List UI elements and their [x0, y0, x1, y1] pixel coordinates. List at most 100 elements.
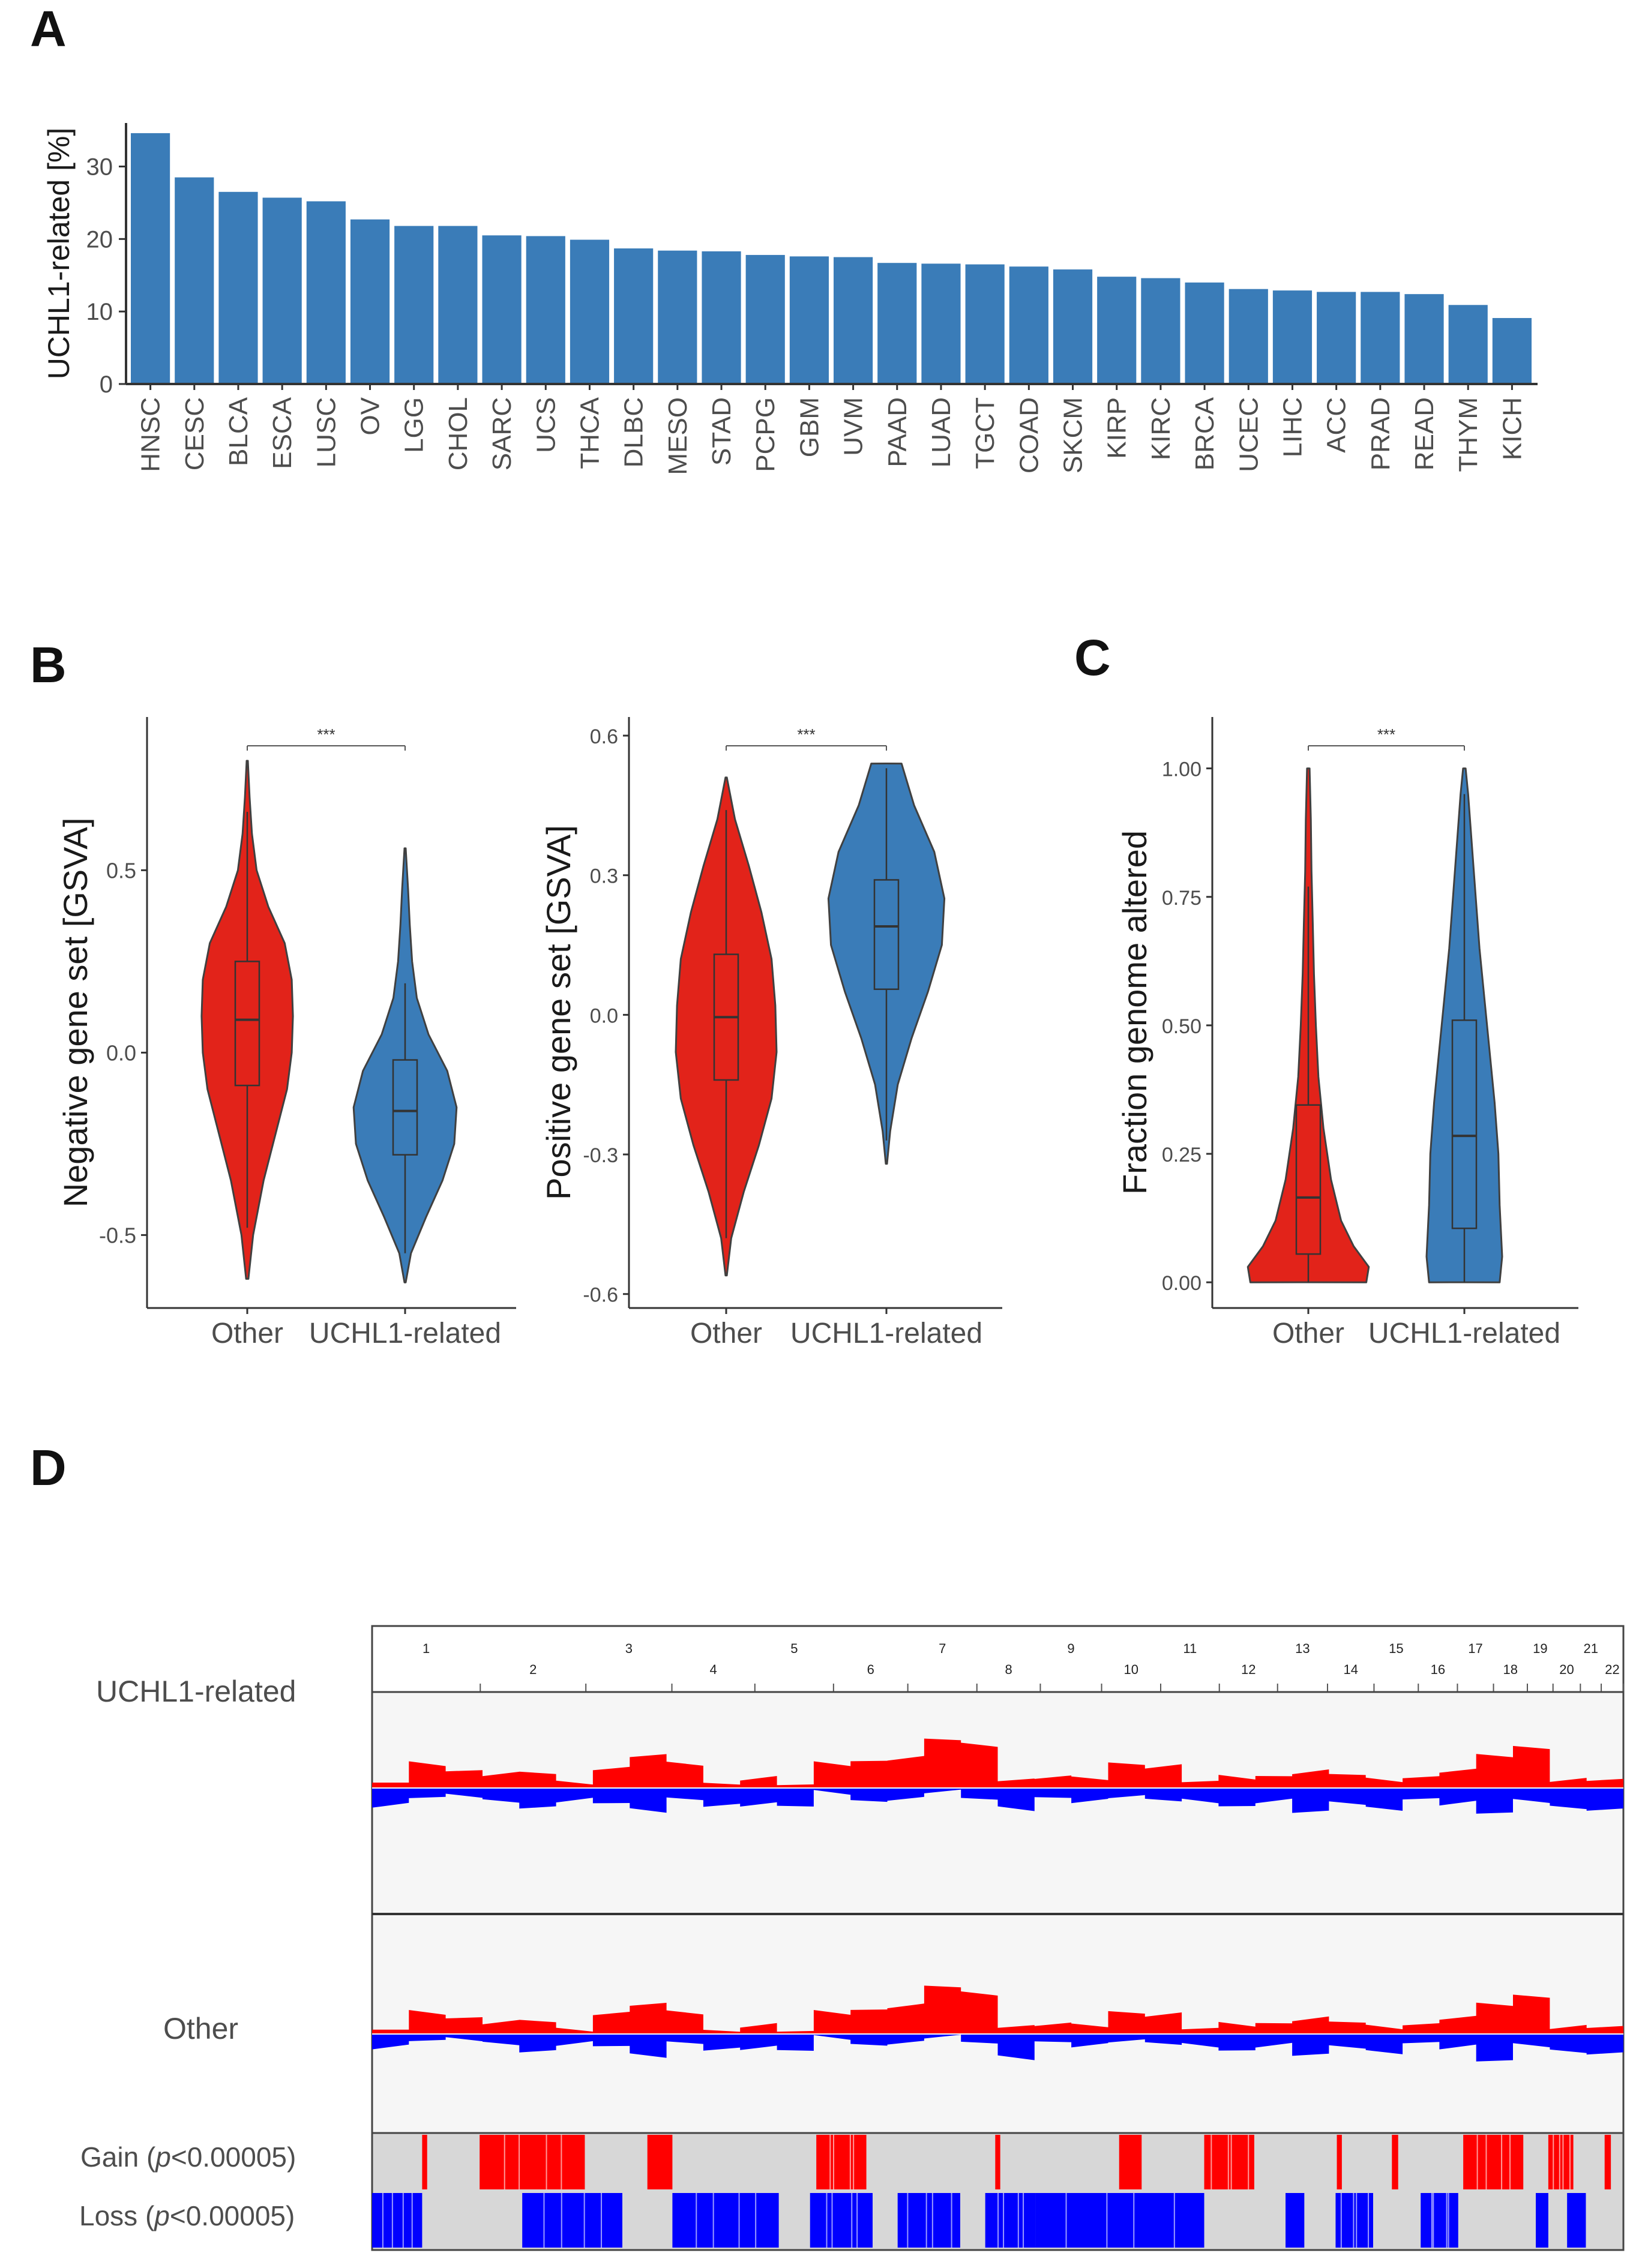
y-tick-label: -0.5 [99, 1223, 136, 1247]
x-tick-label: PCPG [751, 397, 780, 472]
x-tick-label: SKCM [1059, 397, 1088, 473]
x-tick-label: LUAD [927, 397, 956, 467]
block-stripe [1433, 2193, 1434, 2248]
block-stripe [561, 2193, 562, 2248]
block-stripe [1173, 2193, 1175, 2248]
chromosome-label: 3 [625, 1641, 633, 1656]
block-stripe [1553, 2135, 1554, 2189]
gain-block [995, 2135, 1000, 2189]
track-label-other: Other [163, 2012, 239, 2045]
y-tick-label: 0.0 [590, 1004, 618, 1027]
x-tick-label: UCS [531, 397, 561, 453]
bar-chart-a: 0 10 20 30 UCHL1-related [%] HNSC CESC BLCA ESCA… [42, 123, 1538, 475]
block-stripe [1353, 2193, 1355, 2248]
block-stripe [546, 2135, 547, 2189]
bar [1361, 292, 1400, 383]
x-tick-label: GBM [795, 397, 824, 457]
loss-block [672, 2193, 779, 2248]
chromosome-label: 16 [1431, 1662, 1445, 1677]
bar [1228, 289, 1268, 383]
block-stripe [1248, 2135, 1250, 2189]
block-stripe [1017, 2193, 1019, 2248]
box [1451, 1019, 1478, 1229]
chromosome-label: 14 [1343, 1662, 1358, 1677]
chromosome-label: 15 [1389, 1641, 1403, 1656]
bar [1097, 277, 1137, 383]
bar [175, 177, 214, 383]
x-tick-label: Other [1272, 1318, 1344, 1349]
gain-block [649, 2135, 673, 2189]
block-stripe [1210, 2135, 1212, 2189]
block-stripe [826, 2193, 828, 2248]
block-stripe [1559, 2135, 1560, 2189]
significance-label: *** [797, 725, 815, 743]
block-stripe [561, 2135, 562, 2189]
panel-letter-c: C [1074, 629, 1111, 686]
block-stripe [1340, 2193, 1342, 2248]
block-stripe [907, 2193, 909, 2248]
x-tick-label: LGG [400, 397, 429, 453]
bar [921, 263, 961, 383]
x-tick-label: UCEC [1234, 397, 1263, 472]
chromosome-label: 1 [423, 1641, 430, 1656]
block-stripe [1368, 2193, 1370, 2248]
chromosome-label: 10 [1124, 1662, 1138, 1677]
block-stripe [1230, 2135, 1232, 2189]
panel-letter-d: D [30, 1439, 67, 1496]
block-stripe [831, 2193, 833, 2248]
gain-significance-label: Gain (p<0.00005) [80, 2141, 296, 2173]
y-tick-label: 0.25 [1162, 1144, 1201, 1166]
violin-chart-positive: -0.6 -0.3 0.0 0.3 0.6 Positive gene set [GSVA… [540, 717, 1002, 1349]
x-tick-label: BLCA [224, 397, 253, 466]
x-tick-label: UVM [839, 397, 868, 456]
block-stripe [1065, 2193, 1067, 2248]
chromosome-label: 19 [1533, 1641, 1547, 1656]
x-tick-label: SARC [487, 397, 517, 470]
block-stripe [1023, 2193, 1024, 2248]
violin-other [675, 776, 778, 1277]
track-label-uchl1: UCHL1-related [96, 1675, 296, 1708]
block-stripe [712, 2193, 714, 2248]
block-stripe [382, 2193, 383, 2248]
panel-letter-b: B [30, 637, 67, 693]
x-tick-label: OV [356, 397, 385, 435]
loss-block [522, 2193, 622, 2248]
y-tick-label: 30 [86, 154, 113, 181]
x-tick-label: ESCA [268, 397, 297, 469]
y-axis-title: Fraction genome altered [1116, 830, 1153, 1195]
x-tick-label: UCHL1-related [1368, 1318, 1560, 1349]
bar [526, 236, 565, 383]
violin-uchl1 [352, 847, 458, 1283]
y-axis-title: UCHL1-related [%] [42, 128, 76, 380]
gain-profile [372, 1738, 1623, 1788]
panel-letter-a: A [30, 1, 67, 57]
chromosome-label: 2 [529, 1662, 537, 1677]
bar [306, 201, 346, 383]
x-tick-label: Other [690, 1318, 762, 1349]
y-tick-label: 0 [100, 371, 113, 398]
bar [1272, 290, 1313, 383]
block-stripe [1446, 2193, 1448, 2248]
loss-block [1567, 2193, 1586, 2248]
bar [350, 219, 390, 383]
box [1295, 1104, 1322, 1255]
gain-block [1548, 2135, 1574, 2189]
bar [1141, 278, 1180, 383]
loss-block [372, 2193, 423, 2248]
gain-block [1463, 2135, 1524, 2189]
x-tick-label: ACC [1322, 397, 1352, 453]
x-tick-label: PRAD [1366, 397, 1395, 470]
loss-significance-label: Loss (p<0.00005) [79, 2200, 295, 2231]
bar [877, 263, 917, 383]
block-stripe [583, 2193, 585, 2248]
y-tick-label: 0.5 [106, 858, 136, 883]
bar [131, 133, 170, 383]
block-stripe [1476, 2135, 1478, 2189]
block-stripe [391, 2193, 393, 2248]
block-stripe [1431, 2193, 1433, 2248]
x-tick-label: KIRC [1146, 397, 1176, 460]
loss-profile [372, 2034, 1623, 2062]
x-tick-label: DLBC [619, 397, 649, 467]
x-tick-label: CESC [180, 397, 209, 470]
y-axis-title: Positive gene set [GSVA] [540, 825, 577, 1200]
